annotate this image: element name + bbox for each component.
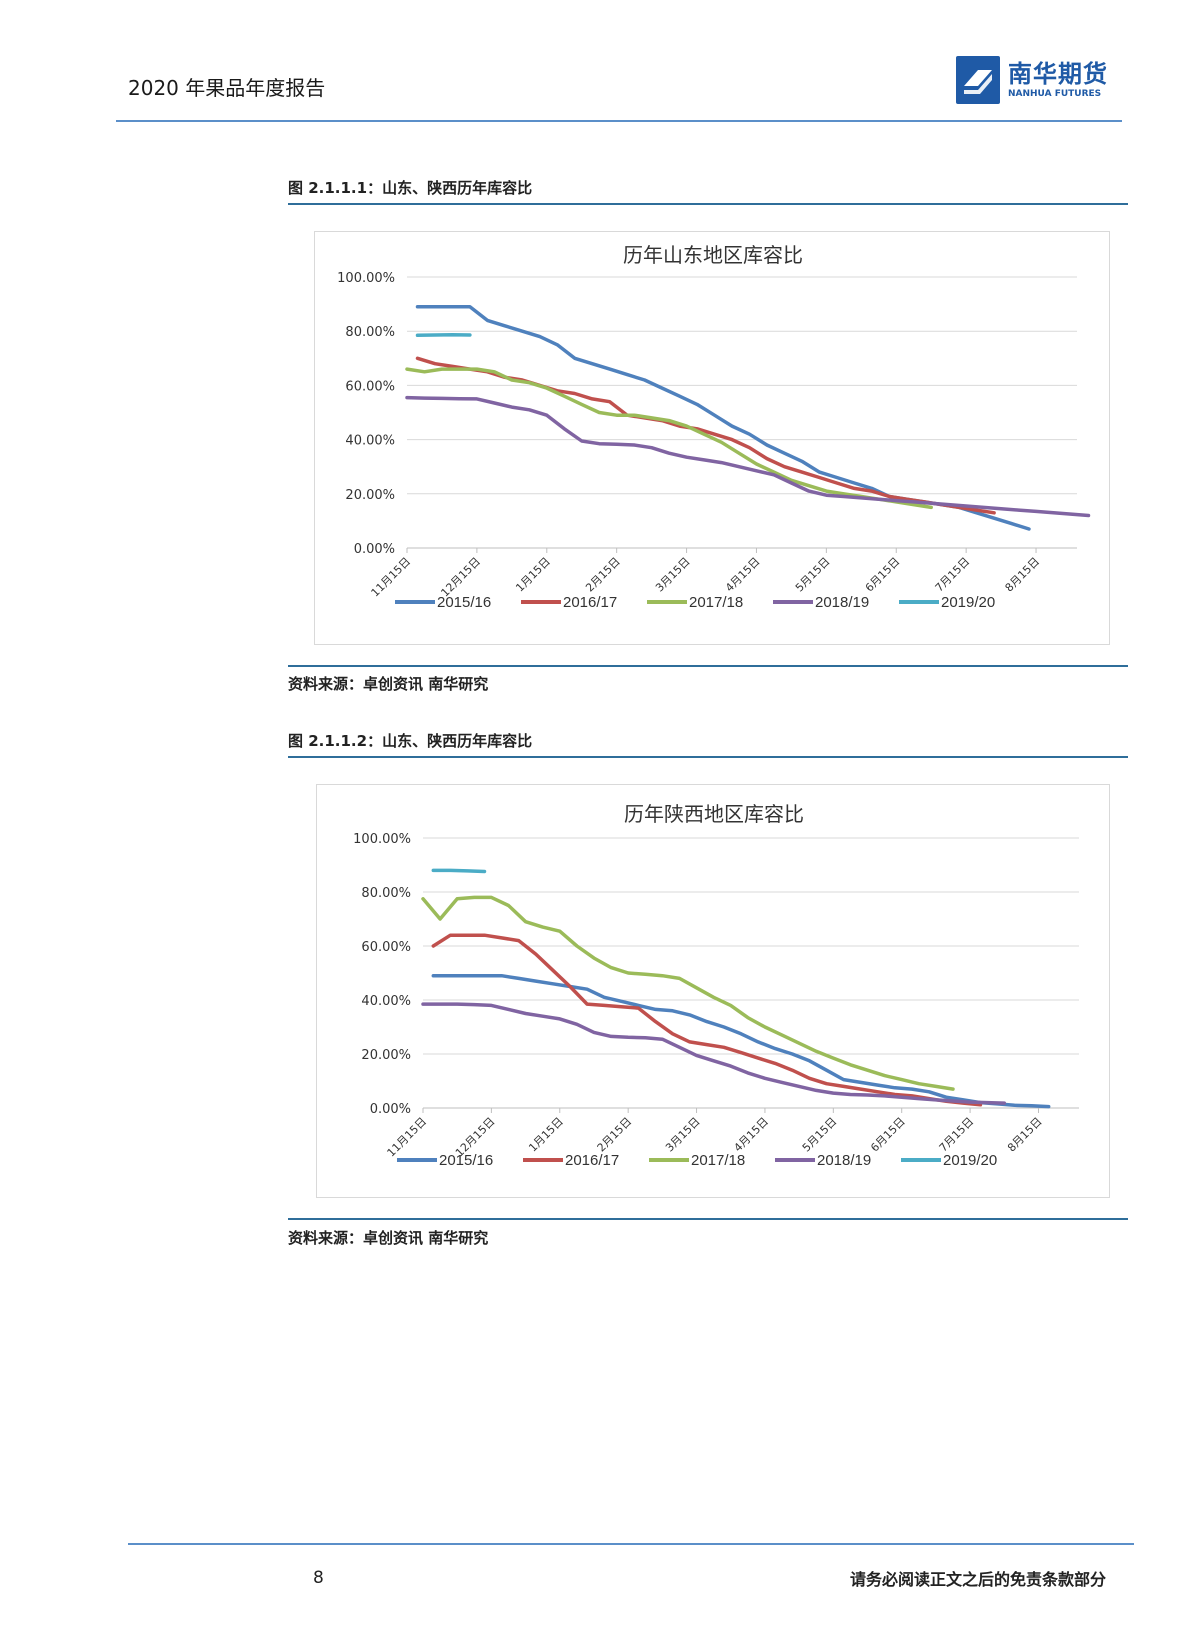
figure-1-caption: 图 2.1.1.1：山东、陕西历年库容比 (288, 179, 533, 197)
legend-label: 2019/20 (943, 1152, 997, 1169)
chart-shandong: 历年山东地区库容比 100.00% 80.00% 60.00% 40.00% 20.00%… (314, 231, 1110, 645)
logo-mark-icon (956, 56, 1000, 104)
x-tick-label: 8月15日 (1005, 1115, 1045, 1155)
figure-2-source-rule (288, 1218, 1128, 1220)
disclaimer-text: 请务必阅读正文之后的免责条款部分 (849, 1570, 1106, 1589)
series-line-2017-18 (421, 895, 955, 1091)
series-line-2018-19 (421, 1002, 1007, 1105)
x-tick-label: 2月15日 (595, 1115, 635, 1155)
header-divider (116, 120, 1122, 122)
chart-title: 历年陕西地区库容比 (624, 802, 804, 826)
legend-label: 2015/16 (437, 594, 491, 611)
report-title: 2020 年果品年度报告 (128, 76, 326, 100)
legend-label: 2017/18 (691, 1152, 745, 1169)
x-tick-label: 11月15日 (369, 555, 414, 600)
y-tick-label: 20.00% (345, 488, 395, 503)
series-line-2016-17 (431, 933, 983, 1107)
figure-2-source: 资料来源：卓创资讯 南华研究 (288, 1229, 489, 1247)
figure-2-caption: 图 2.1.1.2：山东、陕西历年库容比 (288, 732, 533, 750)
legend-label: 2018/19 (815, 594, 869, 611)
footer-divider (128, 1543, 1134, 1545)
figure-1-source: 资料来源：卓创资讯 南华研究 (288, 675, 489, 693)
legend-label: 2018/19 (817, 1152, 871, 1169)
x-tick-label: 5月15日 (800, 1115, 840, 1155)
series-line-2015-16 (431, 973, 1051, 1109)
series-line-2019-20 (431, 868, 487, 874)
x-tick-label: 4月15日 (723, 555, 763, 595)
series-line-2017-18 (405, 367, 933, 510)
x-tick-label: 8月15日 (1003, 555, 1043, 595)
x-tick-label: 4月15日 (731, 1115, 771, 1155)
y-tick-label: 0.00% (354, 542, 395, 557)
company-logo: 南华期货 NANHUA FUTURES (956, 56, 1108, 104)
chart-shaanxi-svg: 历年陕西地区库容比 100.00% 80.00% 60.00% 40.00% 20.00%… (353, 802, 1079, 1169)
x-tick-label: 12月15日 (438, 555, 483, 600)
y-tick-label: 0.00% (370, 1102, 411, 1117)
chart-shaanxi: 历年陕西地区库容比 100.00% 80.00% 60.00% 40.00% 20.00%… (316, 784, 1110, 1198)
y-tick-label: 60.00% (361, 940, 411, 955)
x-tick-label: 5月15日 (793, 555, 833, 595)
chart-title: 历年山东地区库容比 (623, 243, 803, 267)
series-line-2015-16 (415, 305, 1031, 531)
logo-chinese-name: 南华期货 (1008, 60, 1108, 88)
logo-english-name: NANHUA FUTURES (1008, 89, 1102, 99)
x-tick-label: 2月15日 (583, 555, 623, 595)
legend-label: 2019/20 (941, 594, 995, 611)
legend-label: 2016/17 (565, 1152, 619, 1169)
y-tick-label: 40.00% (361, 994, 411, 1009)
y-tick-label: 100.00% (353, 832, 411, 847)
figure-1-source-rule (288, 665, 1128, 667)
x-tick-label: 11月15日 (385, 1115, 430, 1160)
y-tick-label: 80.00% (345, 325, 395, 340)
x-tick-label: 3月15日 (653, 555, 693, 595)
y-tick-label: 80.00% (361, 886, 411, 901)
x-tick-label: 6月15日 (863, 555, 903, 595)
legend-label: 2016/17 (563, 594, 617, 611)
x-tick-label: 7月15日 (933, 555, 973, 595)
x-tick-label: 6月15日 (868, 1115, 908, 1155)
legend-label: 2017/18 (689, 594, 743, 611)
x-tick-label: 3月15日 (663, 1115, 703, 1155)
figure-1-caption-rule (288, 203, 1128, 205)
figure-2-caption-rule (288, 756, 1128, 758)
x-tick-label: 1月15日 (526, 1115, 566, 1155)
y-tick-label: 40.00% (345, 434, 395, 449)
series-line-2018-19 (405, 395, 1091, 518)
series-line-2019-20 (415, 332, 472, 338)
page-number: 8 (313, 1568, 324, 1588)
x-tick-label: 7月15日 (937, 1115, 977, 1155)
x-tick-label: 1月15日 (513, 555, 553, 595)
chart-shandong-svg: 历年山东地区库容比 100.00% 80.00% 60.00% 40.00% 20.00%… (337, 243, 1091, 611)
y-tick-label: 100.00% (337, 271, 395, 286)
y-tick-label: 60.00% (345, 379, 395, 394)
y-tick-label: 20.00% (361, 1048, 411, 1063)
legend-label: 2015/16 (439, 1152, 493, 1169)
